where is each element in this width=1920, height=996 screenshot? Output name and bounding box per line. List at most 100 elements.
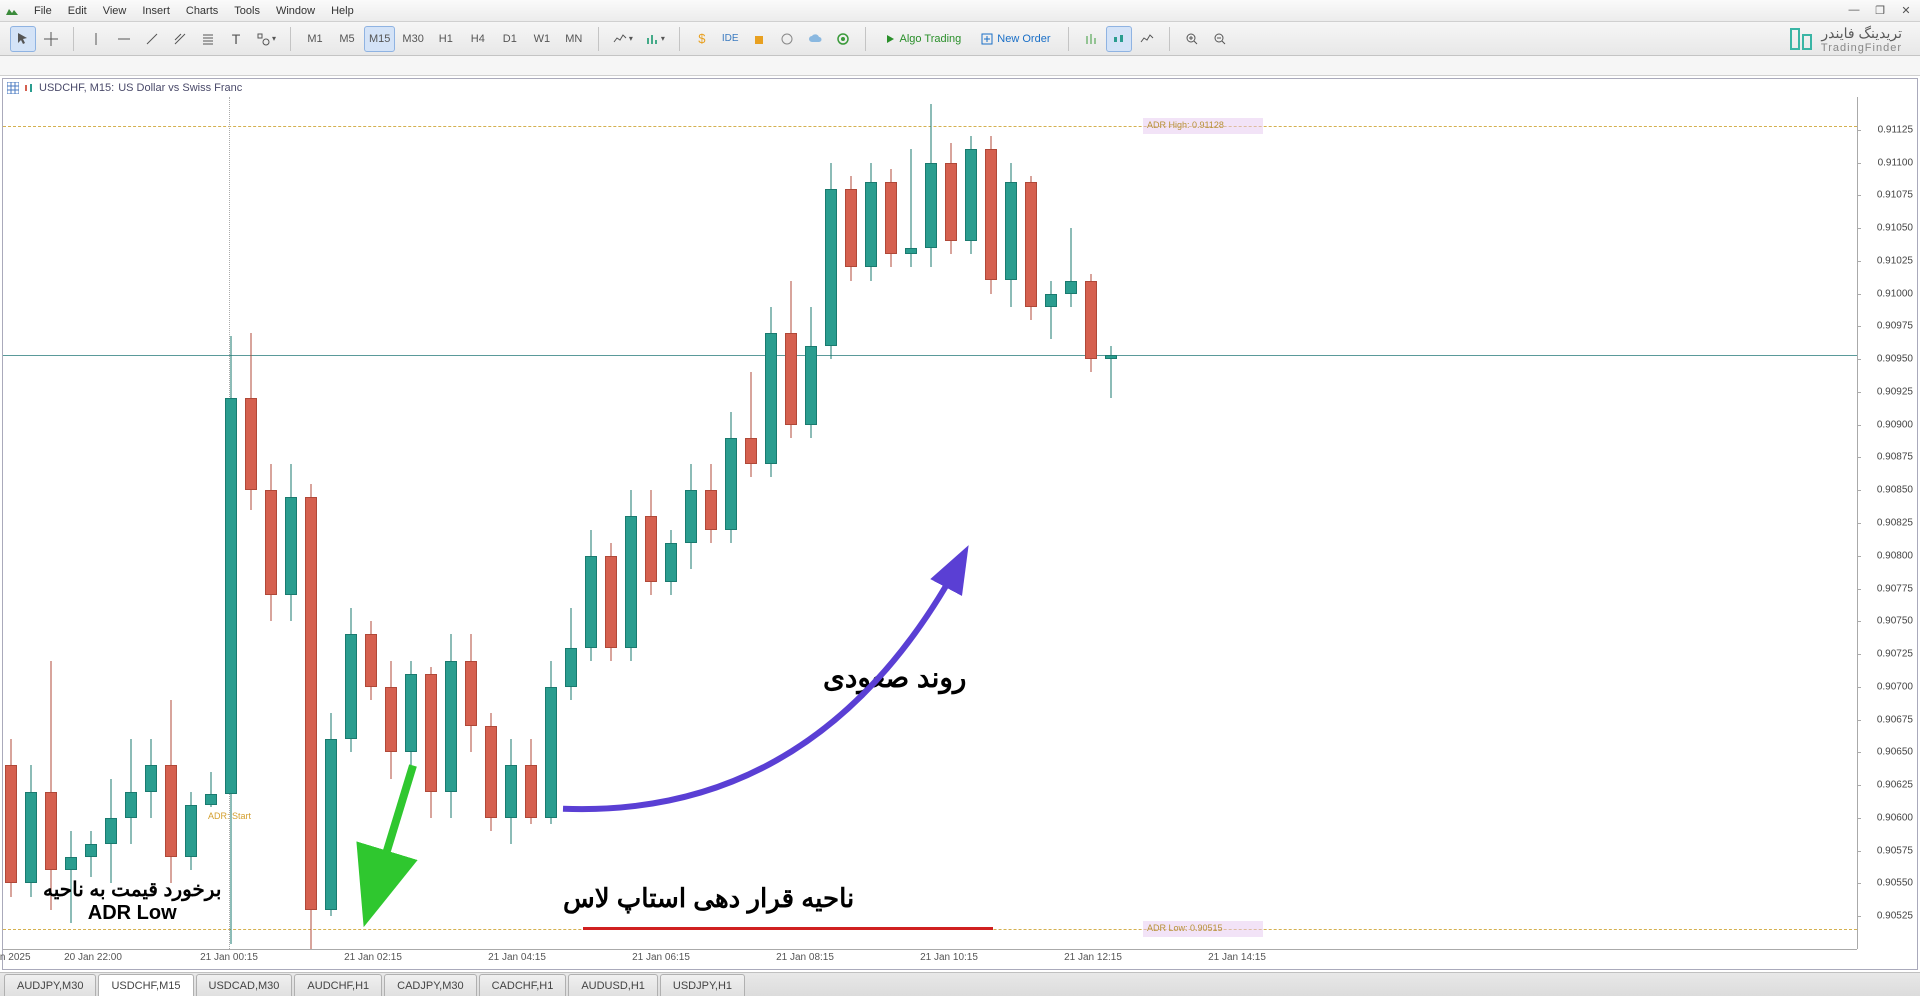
y-tick-label: 0.90675: [1877, 714, 1913, 725]
adr-high-label: ADR High: 0.91128: [1143, 118, 1263, 134]
brand-logo: تریدینگ فایندر TradingFinder: [1787, 22, 1902, 56]
tab-usdjpy-h1[interactable]: USDJPY,H1: [660, 974, 745, 996]
zoom-in-icon[interactable]: [1179, 26, 1205, 52]
y-tick-label: 0.90975: [1877, 321, 1913, 332]
menubar: FileEditViewInsertChartsToolsWindowHelp …: [0, 0, 1920, 22]
chart-canvas[interactable]: ADR High: 0.91128ADR Low: 0.90515ADR: St…: [3, 97, 1857, 949]
chart-header: USDCHF, M15: US Dollar vs Swiss Franc: [3, 79, 1917, 97]
grid-icon: [7, 82, 19, 94]
algo-trading-button[interactable]: Algo Trading: [875, 26, 971, 52]
stoploss-underline: [583, 927, 993, 930]
y-tick-label: 0.90900: [1877, 419, 1913, 430]
signals-icon[interactable]: [830, 26, 856, 52]
indicators-menu[interactable]: ▾: [640, 26, 670, 52]
tf-mn[interactable]: MN: [559, 26, 589, 52]
x-tick-label: 21 Jan 12:15: [1064, 952, 1122, 963]
y-tick-label: 0.90750: [1877, 616, 1913, 627]
fibo-tool[interactable]: [195, 26, 221, 52]
window-max-button[interactable]: ❐: [1868, 0, 1892, 20]
shapes-tool[interactable]: ▾: [251, 26, 281, 52]
line-chart-icon[interactable]: [1134, 26, 1160, 52]
market-icon[interactable]: [746, 26, 772, 52]
zoom-out-icon[interactable]: [1207, 26, 1233, 52]
candle-mini-icon: [23, 82, 35, 94]
menu-charts[interactable]: Charts: [178, 3, 226, 19]
x-tick-label: 21 Jan 00:15: [200, 952, 258, 963]
menu-edit[interactable]: Edit: [60, 3, 95, 19]
dollar-icon[interactable]: $: [689, 26, 715, 52]
tf-m5[interactable]: M5: [332, 26, 362, 52]
tab-audchf-h1[interactable]: AUDCHF,H1: [294, 974, 382, 996]
y-tick-label: 0.90725: [1877, 649, 1913, 660]
tab-audusd-h1[interactable]: AUDUSD,H1: [568, 974, 658, 996]
x-axis: 20 Jan 2025 20 Jan 22:00 21 Jan 00:15 21 Ja…: [3, 949, 1857, 969]
vline-tool[interactable]: [83, 26, 109, 52]
chart-symbol: USDCHF, M15:: [39, 82, 114, 94]
tab-usdchf-m15[interactable]: USDCHF,M15: [98, 974, 193, 996]
menu-insert[interactable]: Insert: [134, 3, 178, 19]
window-close-button[interactable]: ✕: [1894, 0, 1918, 20]
text-tool[interactable]: T: [223, 26, 249, 52]
x-tick-label: 20 Jan 22:00: [64, 952, 122, 963]
crosshair-tool[interactable]: [38, 26, 64, 52]
annotation-stoploss: ناحیه قرار دهی استاپ لاس: [563, 883, 854, 914]
y-tick-label: 0.90625: [1877, 780, 1913, 791]
menu-help[interactable]: Help: [323, 3, 362, 19]
tf-h1[interactable]: H1: [431, 26, 461, 52]
chart-desc: US Dollar vs Swiss Franc: [118, 82, 242, 94]
vps-icon[interactable]: [774, 26, 800, 52]
y-tick-label: 0.90550: [1877, 878, 1913, 889]
tab-audjpy-m30[interactable]: AUDJPY,M30: [4, 974, 96, 996]
y-tick-label: 0.90775: [1877, 583, 1913, 594]
tab-cadchf-h1[interactable]: CADCHF,H1: [479, 974, 567, 996]
bar-chart-icon[interactable]: [1078, 26, 1104, 52]
ide-button[interactable]: IDE: [717, 26, 744, 52]
tf-m30[interactable]: M30: [397, 26, 428, 52]
y-tick-label: 0.90575: [1877, 845, 1913, 856]
y-tick-label: 0.91000: [1877, 288, 1913, 299]
tf-d1[interactable]: D1: [495, 26, 525, 52]
y-tick-label: 0.90650: [1877, 747, 1913, 758]
new-order-button[interactable]: New Order: [972, 26, 1059, 52]
brand-icon: [1787, 25, 1815, 53]
trendline-tool[interactable]: [139, 26, 165, 52]
menu-window[interactable]: Window: [268, 3, 323, 19]
chart-type-menu[interactable]: ▾: [608, 26, 638, 52]
tf-m1[interactable]: M1: [300, 26, 330, 52]
main-toolbar: T ▾ M1M5M15M30H1H4D1W1MN ▾ ▾ $ IDE Algo …: [0, 22, 1920, 56]
y-tick-label: 0.91125: [1878, 124, 1913, 135]
y-tick-label: 0.90700: [1877, 681, 1913, 692]
x-tick-label: 20 Jan 2025: [0, 952, 31, 963]
annotation-trend: روند صعودی: [823, 661, 966, 694]
candle-chart-icon[interactable]: [1106, 26, 1132, 52]
y-tick-label: 0.90600: [1877, 812, 1913, 823]
y-tick-label: 0.91050: [1877, 223, 1913, 234]
y-tick-label: 0.90875: [1877, 452, 1913, 463]
app-logo-icon: [4, 3, 20, 19]
menu-view[interactable]: View: [95, 3, 135, 19]
chart-container: USDCHF, M15: US Dollar vs Swiss Franc AD…: [2, 78, 1918, 970]
hline-tool[interactable]: [111, 26, 137, 52]
x-tick-label: 21 Jan 10:15: [920, 952, 978, 963]
y-tick-label: 0.91075: [1877, 190, 1913, 201]
equidistant-tool[interactable]: [167, 26, 193, 52]
window-min-button[interactable]: —: [1842, 0, 1866, 20]
cloud-icon[interactable]: [802, 26, 828, 52]
y-tick-label: 0.91025: [1877, 255, 1913, 266]
adr-low-label: ADR Low: 0.90515: [1143, 921, 1263, 937]
chart-tabs: AUDJPY,M30USDCHF,M15USDCAD,M30AUDCHF,H1C…: [0, 972, 1920, 996]
menu-file[interactable]: File: [26, 3, 60, 19]
tab-cadjpy-m30[interactable]: CADJPY,M30: [384, 974, 476, 996]
y-axis: 0.911250.911000.910750.910500.910250.910…: [1857, 97, 1917, 949]
x-tick-label: 21 Jan 02:15: [344, 952, 402, 963]
x-tick-label: 21 Jan 04:15: [488, 952, 546, 963]
tf-h4[interactable]: H4: [463, 26, 493, 52]
tab-usdcad-m30[interactable]: USDCAD,M30: [196, 974, 293, 996]
y-tick-label: 0.90950: [1877, 354, 1913, 365]
cursor-tool[interactable]: [10, 26, 36, 52]
tf-w1[interactable]: W1: [527, 26, 557, 52]
menu-tools[interactable]: Tools: [226, 3, 268, 19]
brand-title: تریدینگ فایندر: [1821, 25, 1902, 42]
tf-m15[interactable]: M15: [364, 26, 395, 52]
y-tick-label: 0.90800: [1877, 550, 1913, 561]
